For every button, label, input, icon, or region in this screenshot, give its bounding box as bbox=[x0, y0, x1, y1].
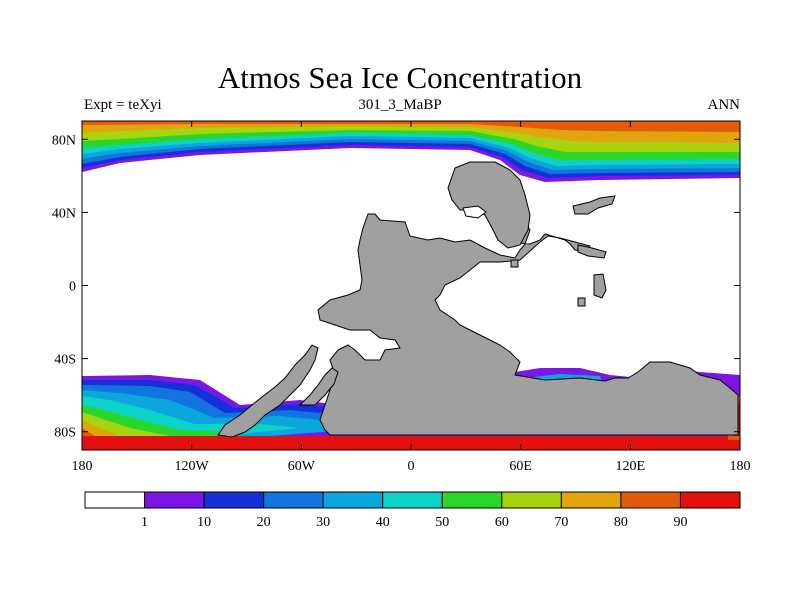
colorbar-label: 90 bbox=[673, 515, 687, 530]
time-label: 301_3_MaBP bbox=[358, 97, 442, 113]
x-tick-label: 120W bbox=[175, 459, 210, 474]
colorbar-label: 20 bbox=[257, 515, 271, 530]
colorbar-label: 80 bbox=[614, 515, 628, 530]
colorbar-box bbox=[382, 491, 443, 509]
map-title: Atmos Sea Ice Concentration bbox=[217, 60, 583, 95]
y-tick-label: 40S bbox=[54, 353, 76, 368]
y-tick-label: 40N bbox=[52, 206, 76, 221]
x-tick-label: 0 bbox=[408, 459, 415, 474]
colorbar-label: 10 bbox=[197, 515, 211, 530]
experiment-label: Expt = teXyi bbox=[84, 97, 162, 113]
island-east-4 bbox=[577, 297, 586, 307]
island-east-3 bbox=[593, 273, 607, 299]
x-tick-label: 120E bbox=[616, 459, 646, 474]
y-tick-label: 80N bbox=[52, 133, 76, 148]
colorbar-label: 1 bbox=[141, 515, 148, 530]
x-tick-label: 60E bbox=[509, 459, 532, 474]
colorbar-label: 50 bbox=[435, 515, 449, 530]
colorbar-box bbox=[620, 491, 681, 509]
landmass-southwest-arm bbox=[217, 344, 319, 438]
land-mask bbox=[217, 161, 739, 438]
island-greenland-block bbox=[447, 161, 531, 249]
colorbar-label: 60 bbox=[495, 515, 509, 530]
antarctic-band-90 bbox=[82, 436, 740, 450]
island-east-1 bbox=[572, 195, 616, 215]
island-east-2 bbox=[577, 244, 607, 259]
y-axis: 80N 40N 0 40S 80S bbox=[52, 133, 740, 441]
colorbar-box bbox=[84, 491, 146, 509]
colorbar-label: 30 bbox=[316, 515, 330, 530]
colorbar-box bbox=[263, 491, 324, 509]
colorbar-box bbox=[322, 491, 384, 509]
colorbar-box bbox=[144, 491, 205, 509]
island-east-5 bbox=[510, 259, 519, 268]
colorbar-box bbox=[441, 491, 503, 509]
x-tick-label: 180 bbox=[72, 459, 93, 474]
y-tick-label: 0 bbox=[69, 280, 76, 295]
island-inlet-white bbox=[462, 205, 487, 219]
colorbar-box bbox=[501, 491, 562, 509]
colorbar-box bbox=[560, 491, 622, 509]
y-tick-label: 80S bbox=[54, 426, 76, 441]
colorbar: 1 10 20 30 40 50 60 70 80 90 bbox=[84, 491, 741, 530]
colorbar-box bbox=[203, 491, 265, 509]
arctic-sea-ice bbox=[82, 121, 740, 182]
landmass-arm-inner-2 bbox=[298, 367, 339, 406]
colorbar-box bbox=[679, 491, 741, 509]
arctic-band-80 bbox=[82, 121, 740, 132]
x-axis: 180 120W 60W 0 60E 120E 180 bbox=[72, 121, 751, 474]
x-tick-label: 60W bbox=[288, 459, 316, 474]
colorbar-label: 40 bbox=[376, 515, 390, 530]
colorbar-label: 70 bbox=[554, 515, 568, 530]
x-tick-label: 180 bbox=[730, 459, 751, 474]
season-label: ANN bbox=[707, 97, 741, 113]
